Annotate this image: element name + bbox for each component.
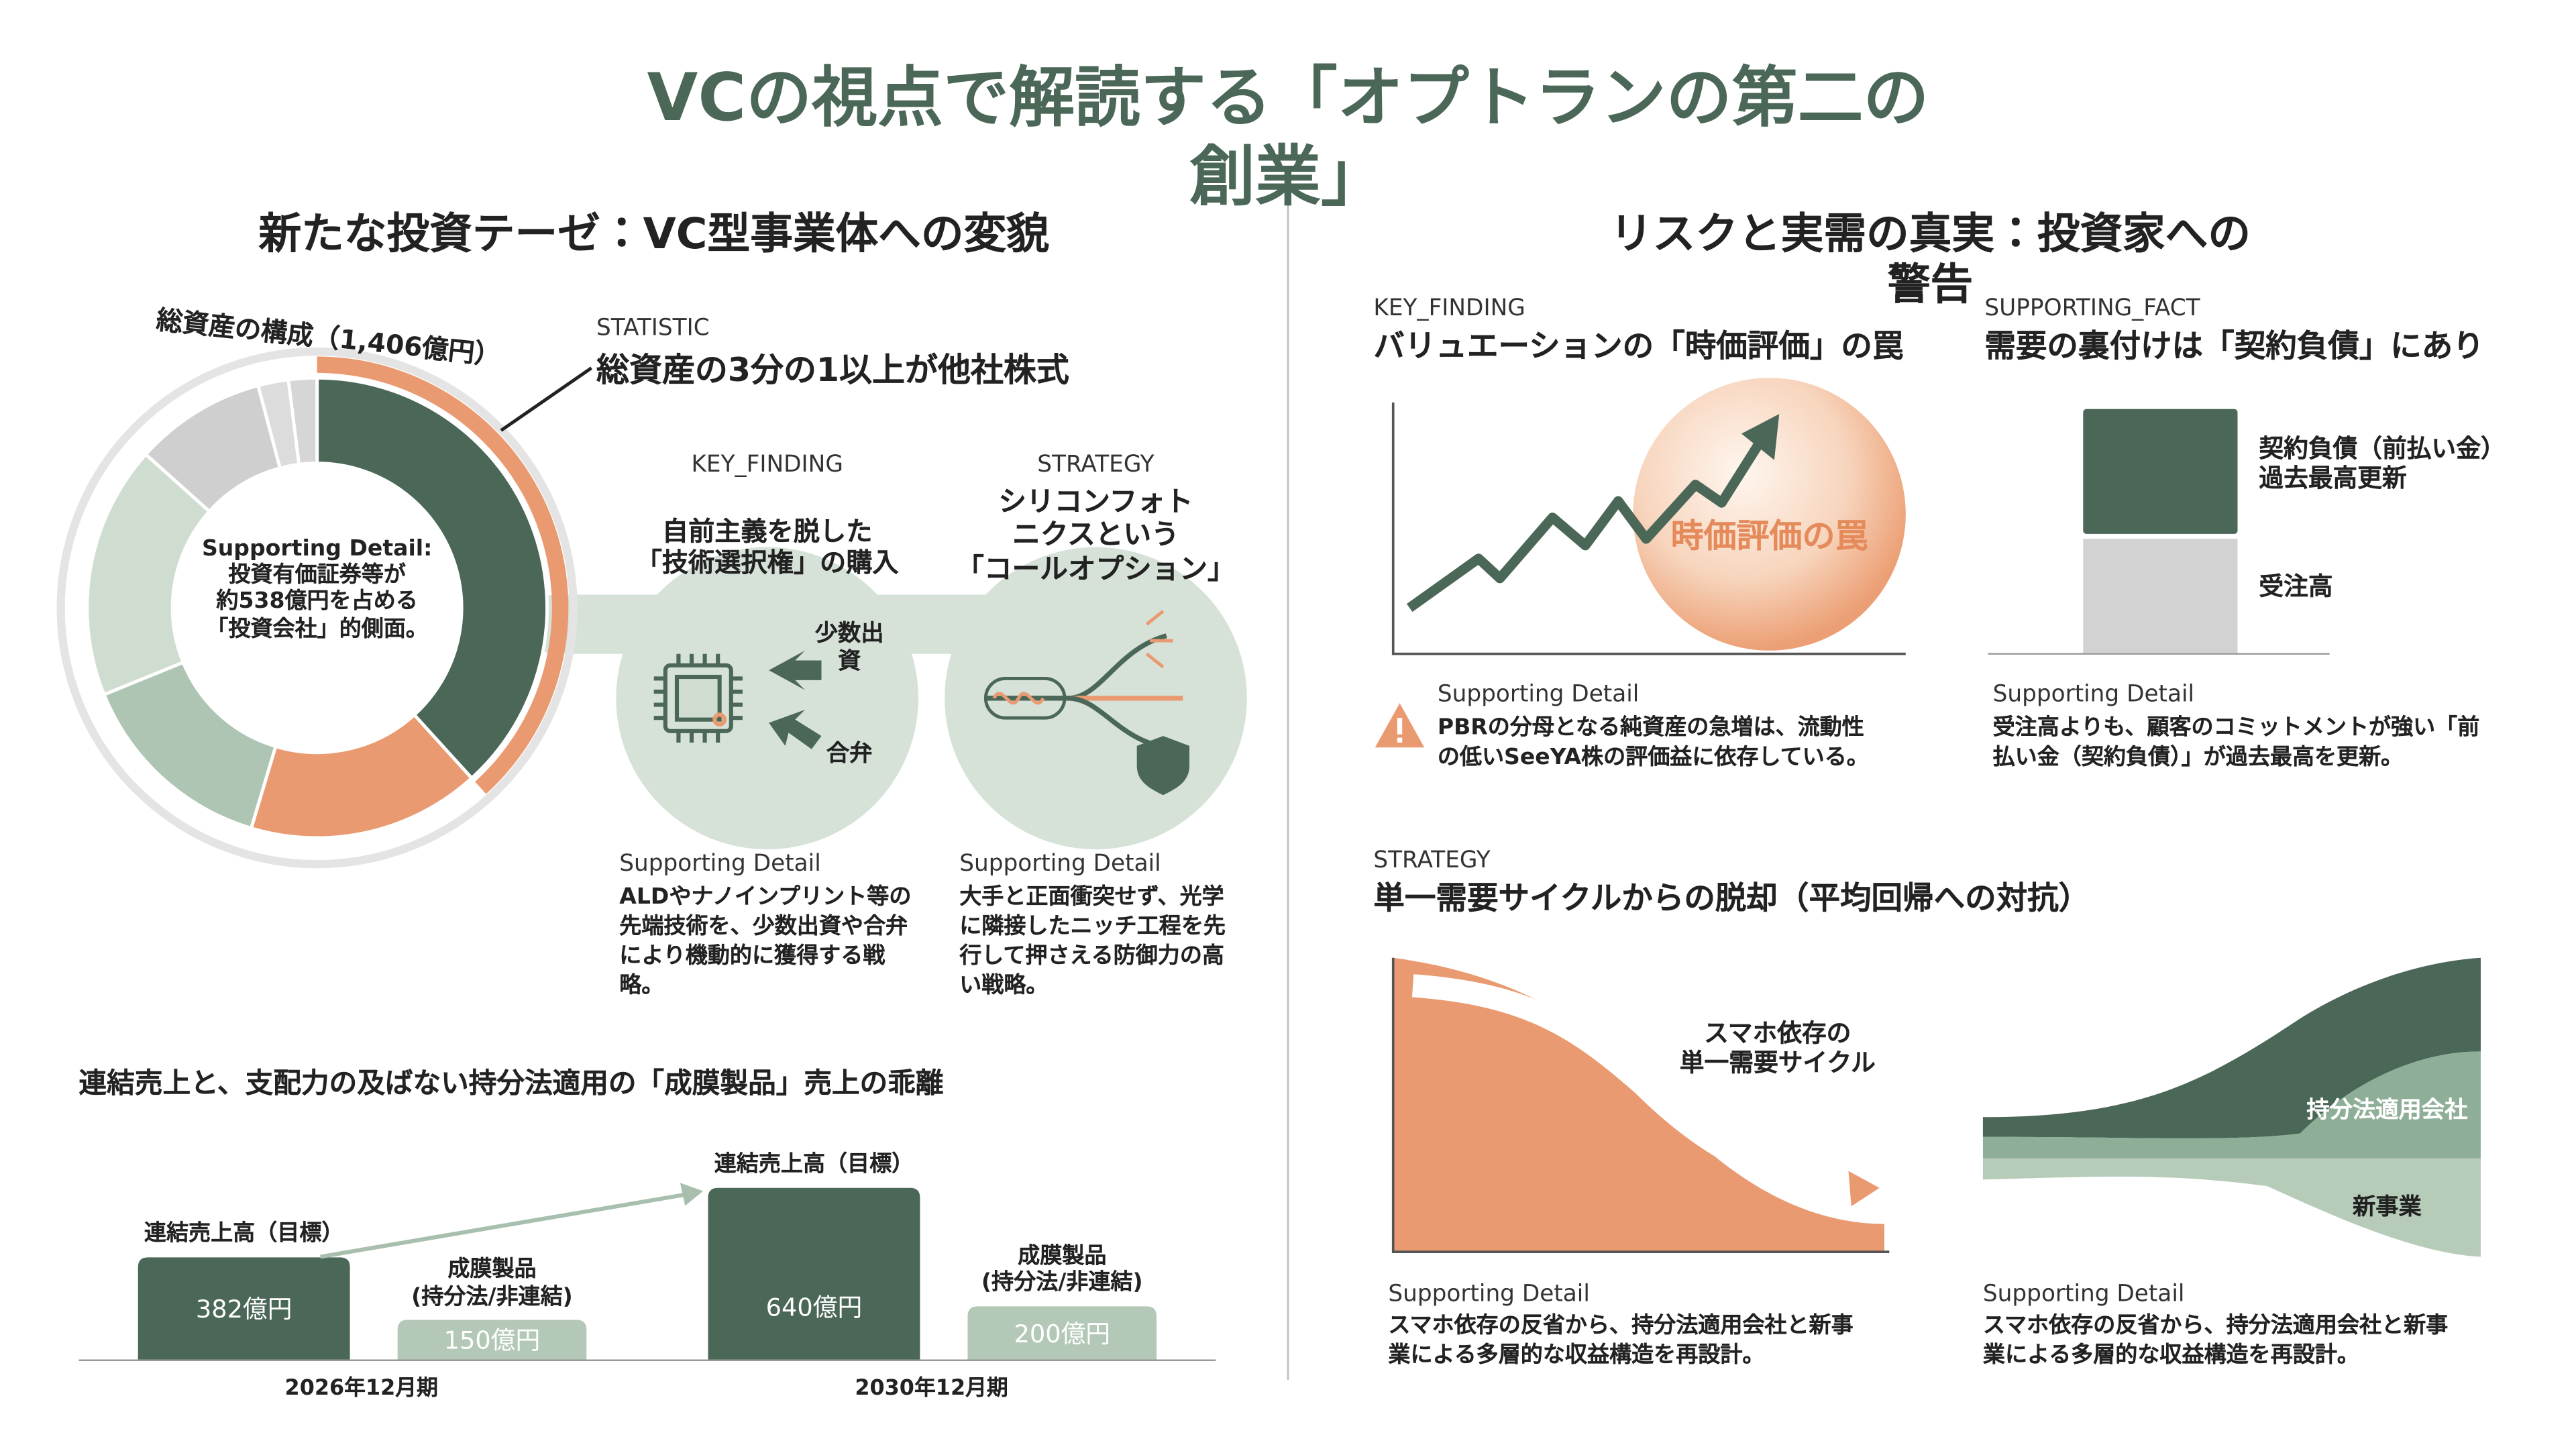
strategy-text: 単一需要サイクルからの脱却（平均回帰への対抗） [1373, 880, 2090, 917]
label: Supporting Detail [959, 851, 1161, 877]
stream-label: 新事業 [2352, 1194, 2422, 1221]
label: STRATEGY [1373, 847, 1491, 874]
bubble-label: 時価評価の罠 [1670, 515, 1868, 555]
stream-chart [1982, 957, 2481, 1257]
section-heading: 新たな投資テーゼ：VC型事業体への変貌 [258, 210, 1049, 260]
label: Supporting Detail [619, 851, 821, 877]
bar-chart-title: 連結売上と、支配力の及ばない持分法適用の「成膜製品」売上の乖離 [78, 1067, 944, 1101]
stream-label: 持分法適用会社 [2306, 1097, 2468, 1124]
strategy-text: シリコンフォト ニクスという 「コールオプション」 [956, 486, 1236, 586]
curve-label: スマホ依存の 単一需要サイクル [1679, 1018, 1876, 1078]
trap-chart [1391, 378, 1906, 655]
chip-icon [653, 653, 743, 743]
finding-text: 自前主義を脱した 「技術選択権」の購入 [635, 515, 899, 579]
page-title: VCの視点で解読する「オプトランの第二の創業」 [647, 60, 1929, 215]
series-label: 連結売上高（目標） [714, 1151, 914, 1178]
fiber-icon [983, 610, 1190, 796]
section-heading: リスクと実需の真実：投資家への警告 [1609, 210, 2251, 311]
liability-bar [1988, 409, 2330, 655]
callout-line [500, 366, 593, 432]
label: Supporting Detail [1437, 682, 1640, 708]
label: SUPPORTING_FACT [1984, 295, 2200, 322]
donut-center-text: Supporting Detail: 投資有価証券等が 約538億円を占める 「… [201, 535, 433, 642]
bar-value-label: 382億円 [195, 1293, 292, 1324]
series-label: 連結売上高（目標） [144, 1220, 344, 1248]
decline-chart [1391, 957, 1890, 1253]
icon-label: 合弁 [826, 741, 873, 767]
bar-label: 受注高 [2259, 572, 2333, 602]
bar-value-label: 150億円 [443, 1325, 541, 1355]
bar [708, 1187, 920, 1360]
detail-text: PBRの分母となる純資産の急増は、流動性 の低いSeeYA株の評価益に依存してい… [1437, 714, 1869, 771]
series-label: 成膜製品 (持分法/非連結) [981, 1243, 1143, 1297]
label: Supporting Detail [1388, 1281, 1590, 1308]
page: VCの視点で解読する「オプトランの第二の創業」 新たな投資テーゼ：VC型事業体へ… [0, 0, 2576, 1401]
x-tick-label: 2030年12月期 [855, 1377, 1008, 1401]
bar [138, 1257, 350, 1360]
bar-value-label: 200億円 [1014, 1318, 1111, 1348]
fact-text: 需要の裏付けは「契約負債」にあり [1984, 328, 2484, 365]
detail-text: 受注高よりも、顧客のコミットメントが強い「前 払い金（契約負債）」が過去最高を更… [1992, 714, 2480, 771]
icon-label: 少数出 資 [814, 621, 884, 676]
donut-highlight [317, 356, 569, 794]
warning-icon [1375, 703, 1425, 748]
label: STRATEGY [1037, 451, 1155, 478]
donut-hole [172, 463, 462, 753]
detail-text: スマホ依存の反省から、持分法適用会社と新事 業による多層的な収益構造を再設計。 [1388, 1312, 1854, 1368]
label: STATISTIC [596, 315, 710, 342]
label: KEY_FINDING [691, 451, 843, 478]
detail-text: スマホ依存の反省から、持分法適用会社と新事 業による多層的な収益構造を再設計。 [1982, 1312, 2449, 1368]
finding-text: バリュエーションの「時価評価」の罠 [1373, 328, 1904, 365]
label: Supporting Detail [1982, 1281, 2185, 1308]
bar [397, 1320, 587, 1360]
donut-outer-ring [56, 347, 578, 869]
statistic-text: 総資産の3分の1以上が他社株式 [596, 350, 1069, 390]
detail-text: 大手と正面衝突せず、光学 に隣接したニッチ工程を先 行して押さえる防御力の高 い… [959, 883, 1226, 999]
x-tick-label: 2026年12月期 [284, 1377, 438, 1401]
growth-arrow [320, 1183, 704, 1259]
detail-text: ALDやナノインプリント等の 先端技術を、少数出資や合弁 により機動的に獲得する… [619, 883, 912, 999]
bar-chart [138, 1187, 1157, 1360]
series-label: 成膜製品 (持分法/非連結) [411, 1256, 573, 1310]
label: Supporting Detail [1992, 682, 2195, 708]
bar-value-label: 640億円 [765, 1293, 863, 1323]
label: KEY_FINDING [1373, 295, 1525, 322]
bar-label: 契約負債（前払い金） 過去最高更新 [2259, 433, 2506, 493]
bar [967, 1306, 1157, 1360]
